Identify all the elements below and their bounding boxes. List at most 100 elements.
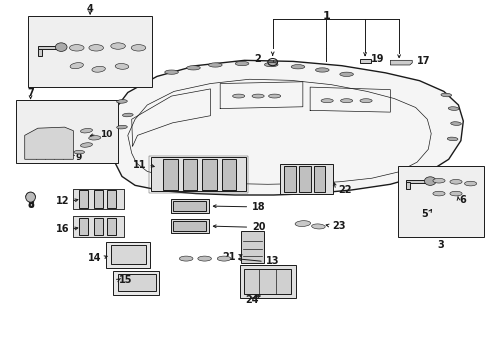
Bar [239,265,295,298]
Bar [173,201,205,211]
Bar [113,271,159,295]
Bar [106,242,149,267]
Bar [202,159,216,190]
Ellipse shape [122,113,133,117]
Ellipse shape [164,70,178,74]
Bar [118,274,155,292]
Bar [73,216,124,237]
Bar [405,180,428,183]
Ellipse shape [111,43,125,49]
Bar [16,100,118,163]
Bar [94,218,102,235]
Ellipse shape [70,63,83,69]
Bar [170,219,208,233]
Bar [38,49,42,56]
Circle shape [55,43,67,51]
Ellipse shape [264,63,278,67]
Ellipse shape [359,99,371,103]
Bar [183,159,197,190]
Bar [73,189,124,209]
Ellipse shape [92,66,105,72]
Text: 13: 13 [266,256,279,266]
Text: 2: 2 [254,54,261,64]
Text: 14: 14 [87,253,101,263]
Bar [298,166,310,192]
Ellipse shape [235,62,248,66]
Bar [405,182,409,189]
Ellipse shape [179,256,193,261]
Bar [107,218,116,235]
Ellipse shape [232,94,244,98]
Bar [79,218,88,235]
Text: 20: 20 [251,222,265,232]
Text: 23: 23 [331,221,345,231]
Ellipse shape [339,72,353,76]
Bar [397,166,483,237]
Text: 19: 19 [370,54,384,64]
Text: 9: 9 [75,153,81,162]
Ellipse shape [117,100,127,103]
Ellipse shape [117,125,127,129]
Ellipse shape [186,66,200,70]
Text: 24: 24 [245,295,259,305]
Ellipse shape [432,179,444,183]
Bar [151,157,245,192]
Ellipse shape [69,45,84,51]
Circle shape [424,177,435,185]
Ellipse shape [115,63,128,69]
Ellipse shape [131,45,145,51]
Text: 21: 21 [222,252,235,262]
Text: 3: 3 [437,240,444,250]
Bar [244,269,290,294]
Ellipse shape [217,256,230,261]
Bar [38,46,60,49]
Bar [240,231,264,263]
Text: 17: 17 [416,57,430,66]
Ellipse shape [89,45,103,51]
Ellipse shape [449,180,461,184]
Text: 12: 12 [56,197,69,206]
Bar [107,190,116,207]
Bar [94,190,102,207]
Text: 1: 1 [322,11,329,21]
Bar [173,221,205,231]
Ellipse shape [290,64,304,69]
Polygon shape [389,60,411,65]
Ellipse shape [88,136,101,140]
Bar [163,159,178,190]
Ellipse shape [311,224,325,229]
Bar [279,164,332,194]
Ellipse shape [81,143,92,147]
Bar [360,59,370,63]
Text: 4: 4 [86,4,93,14]
Text: 7: 7 [27,88,34,98]
Ellipse shape [449,191,461,196]
Ellipse shape [26,192,35,202]
Ellipse shape [447,137,457,141]
Ellipse shape [81,129,92,133]
Text: 10: 10 [100,130,112,139]
Bar [148,156,248,193]
Bar [221,159,236,190]
Ellipse shape [251,94,264,98]
Ellipse shape [450,122,460,125]
Ellipse shape [74,150,84,154]
Polygon shape [25,127,73,159]
Ellipse shape [315,68,328,72]
Polygon shape [108,60,462,195]
Bar [170,199,208,213]
Ellipse shape [464,181,476,186]
Ellipse shape [208,63,222,67]
Ellipse shape [321,99,332,103]
Bar [28,16,152,87]
Bar [284,166,295,192]
Text: 16: 16 [56,224,69,234]
Ellipse shape [432,191,444,196]
Text: 15: 15 [119,275,132,285]
Ellipse shape [294,221,310,226]
Ellipse shape [268,94,280,98]
Ellipse shape [198,256,211,261]
Ellipse shape [340,99,352,103]
Text: 18: 18 [251,202,265,212]
Text: 8: 8 [27,200,34,210]
